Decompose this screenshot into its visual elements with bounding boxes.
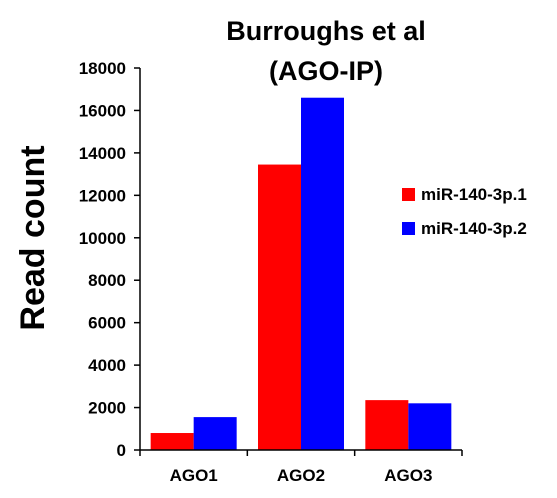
y-tick-label: 0 xyxy=(117,441,126,460)
bar-ago3-series-2 xyxy=(408,403,452,450)
bars-group xyxy=(150,97,452,451)
y-tick-label: 4000 xyxy=(88,356,126,375)
y-tick-label: 12000 xyxy=(79,186,126,205)
legend-label-series-1: miR-140-3p.1 xyxy=(421,185,527,204)
x-tick-label-ago1: AGO1 xyxy=(170,466,218,485)
bar-ago3-series-1 xyxy=(365,400,409,450)
bar-ago1-series-2 xyxy=(193,417,237,450)
x-ticks-group: AGO1 AGO2 AGO3 xyxy=(139,450,463,485)
y-tick-label: 6000 xyxy=(88,314,126,333)
y-tick-label: 10000 xyxy=(79,229,126,248)
x-tick-label-ago2: AGO2 xyxy=(277,466,325,485)
chart-title-line-2: (AGO-IP) xyxy=(269,56,383,86)
x-tick-label-ago3: AGO3 xyxy=(384,466,432,485)
legend-swatch-series-2 xyxy=(402,222,415,235)
y-tick-label: 18000 xyxy=(79,59,126,78)
chart-title-line-1: Burroughs et al xyxy=(226,16,426,46)
y-ticks-group: 0 2000 4000 6000 8000 10000 12000 14000 16000 180… xyxy=(79,59,140,460)
bar-ago1-series-1 xyxy=(150,433,194,450)
axes-group xyxy=(139,68,462,451)
legend: miR-140-3p.1 miR-140-3p.2 xyxy=(402,185,527,238)
bar-ago2-series-1 xyxy=(258,164,301,451)
y-tick-label: 2000 xyxy=(88,399,126,418)
y-axis-label: Read count xyxy=(14,145,52,330)
legend-swatch-series-1 xyxy=(402,188,415,201)
y-tick-label: 8000 xyxy=(88,271,126,290)
bar-ago2-series-2 xyxy=(301,97,344,450)
y-tick-label: 14000 xyxy=(79,144,126,163)
y-tick-label: 16000 xyxy=(79,101,126,120)
legend-label-series-2: miR-140-3p.2 xyxy=(421,219,527,238)
